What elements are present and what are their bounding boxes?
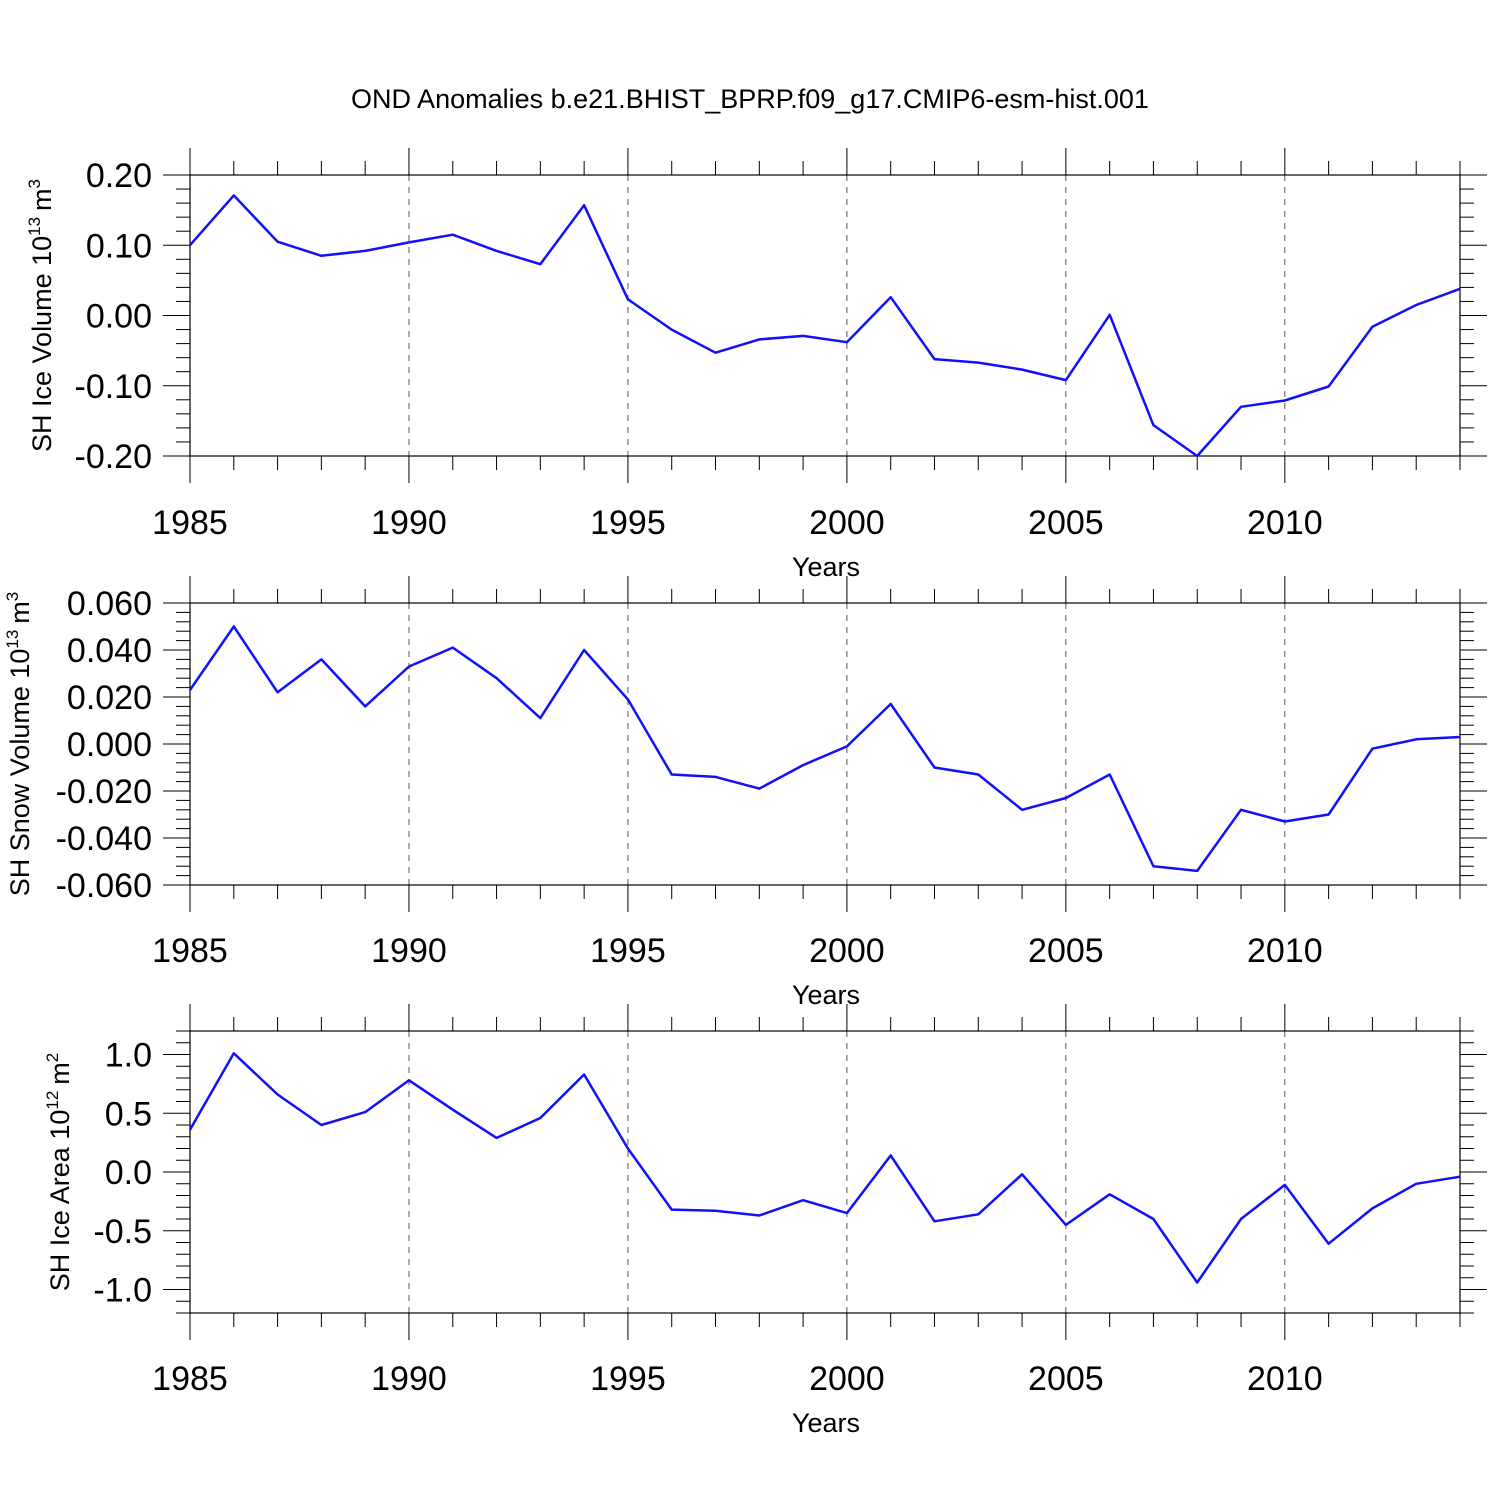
x-tick-label: 1985 <box>152 504 228 542</box>
y-tick-label: -0.040 <box>56 820 152 858</box>
y-tick-label: -0.10 <box>75 368 153 406</box>
y-axis-title-exponent: 13 <box>3 630 22 649</box>
x-tick-label: 2000 <box>809 1360 885 1398</box>
y-axis-title-main: SH Snow Volume 10 <box>5 649 35 897</box>
y-axis-title-unit: m <box>5 601 35 624</box>
y-axis-title: SH Ice Volume 1013 m3 <box>25 179 57 452</box>
x-axis-title: Years <box>792 980 860 1010</box>
x-tick-label: 1985 <box>152 932 228 970</box>
y-axis-title-unit-exponent: 2 <box>43 1053 62 1062</box>
x-tick-label: 2000 <box>809 932 885 970</box>
y-axis-title-exponent: 13 <box>25 217 44 236</box>
x-tick-label: 1990 <box>371 932 447 970</box>
plot-frame <box>189 174 1461 457</box>
chart-panel-1: -0.20 -0.10 0.00 0.10 0.20 1985 1990 1995 2000 20… <box>25 148 1487 582</box>
y-axis-title-main: SH Ice Area 10 <box>45 1110 75 1292</box>
x-tick-label: 1985 <box>152 1360 228 1398</box>
y-tick-label: 0.000 <box>67 726 152 764</box>
x-tick-label: 1995 <box>590 1360 666 1398</box>
y-tick-label: -0.020 <box>56 773 152 811</box>
y-tick-label: -0.060 <box>56 867 152 905</box>
y-axis-title-main: SH Ice Volume 10 <box>27 236 57 452</box>
y-axis-title-unit: m <box>45 1062 75 1085</box>
x-tick-label: 2005 <box>1028 1360 1104 1398</box>
y-tick-label: 1.0 <box>105 1037 152 1075</box>
chart-title: OND Anomalies b.e21.BHIST_BPRP.f09_g17.C… <box>351 84 1149 114</box>
x-tick-label: 2005 <box>1028 932 1104 970</box>
y-tick-label: 0.20 <box>86 157 152 195</box>
chart-panel-3: -1.0 -0.5 0.0 0.5 1.0 1985 1990 1995 2000 2005 201… <box>43 1004 1487 1438</box>
x-tick-label: 2005 <box>1028 504 1104 542</box>
x-tick-label: 2010 <box>1247 1360 1323 1398</box>
y-axis-title-exponent: 12 <box>43 1091 62 1110</box>
y-tick-label: 0.00 <box>86 298 152 336</box>
y-tick-label: 0.5 <box>105 1095 152 1133</box>
y-tick-label: 0.0 <box>105 1154 152 1192</box>
y-tick-label: 0.040 <box>67 632 152 670</box>
x-tick-label: 2010 <box>1247 932 1323 970</box>
y-tick-label: -0.20 <box>75 438 153 476</box>
y-tick-label: -0.5 <box>93 1213 152 1251</box>
y-axis-title-unit-exponent: 3 <box>25 179 44 188</box>
data-series-line <box>188 1052 1461 1284</box>
plot-frame <box>189 602 1461 886</box>
x-tick-label: 2000 <box>809 504 885 542</box>
chart-panel-2: -0.060 -0.040 -0.020 0.000 0.020 0.040 0.060 19… <box>3 576 1487 1010</box>
plot-frame <box>189 1030 1461 1314</box>
data-series-line <box>189 194 1461 458</box>
x-axis-title: Years <box>792 1408 860 1438</box>
y-tick-label: -1.0 <box>93 1272 152 1310</box>
x-tick-label: 2010 <box>1247 504 1323 542</box>
y-tick-label: 0.060 <box>67 585 152 623</box>
y-axis-title-unit: m <box>27 188 57 211</box>
y-tick-label: 0.10 <box>86 227 152 265</box>
y-tick-label: 0.020 <box>67 679 152 717</box>
x-tick-label: 1995 <box>590 504 666 542</box>
x-tick-label: 1995 <box>590 932 666 970</box>
data-series-line <box>188 625 1461 873</box>
y-axis-title-unit-exponent: 3 <box>3 592 22 601</box>
y-axis-title: SH Snow Volume 1013 m3 <box>3 592 35 897</box>
y-axis-title: SH Ice Area 1012 m2 <box>43 1053 75 1292</box>
x-axis-title: Years <box>792 552 860 582</box>
x-tick-label: 1990 <box>371 504 447 542</box>
x-tick-label: 1990 <box>371 1360 447 1398</box>
